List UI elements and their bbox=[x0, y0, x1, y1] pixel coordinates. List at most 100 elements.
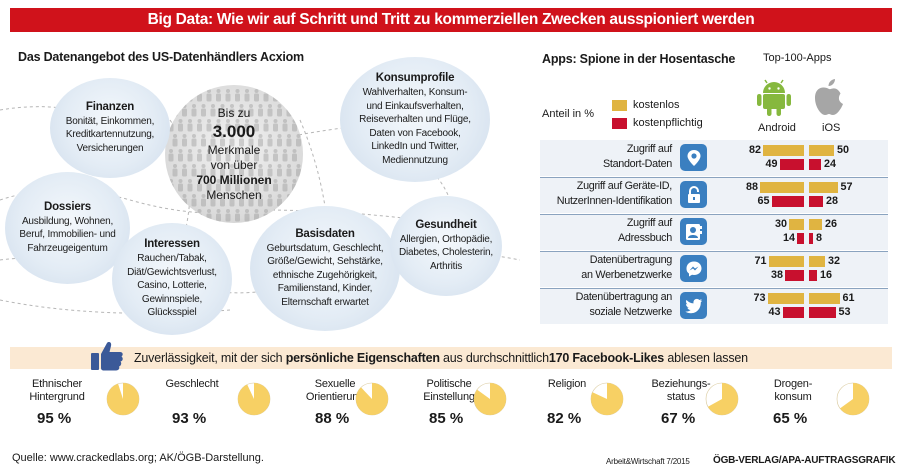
trait-pie bbox=[106, 382, 140, 416]
apple-icon bbox=[815, 79, 843, 115]
row-divider bbox=[540, 251, 888, 252]
value-label-ios-paid: 24 bbox=[824, 158, 837, 170]
person-figure bbox=[229, 104, 235, 117]
person-figure bbox=[296, 104, 301, 117]
value-label-ios-paid: 16 bbox=[820, 269, 833, 281]
row-label-line: NutzerInnen-Identifikation bbox=[556, 194, 673, 207]
trait-value: 88 % bbox=[315, 410, 350, 427]
person-figure bbox=[286, 134, 292, 147]
person-figure bbox=[258, 104, 263, 117]
trait-pie bbox=[237, 382, 271, 416]
person-figure bbox=[216, 119, 221, 132]
person-figure bbox=[210, 134, 216, 147]
person-figure bbox=[296, 134, 301, 147]
trait-label: Beziehungs- status bbox=[651, 378, 711, 403]
person-figure bbox=[187, 89, 193, 102]
person-figure bbox=[206, 209, 212, 222]
person-figure bbox=[220, 164, 225, 177]
row-label-line: Datenübertragung an bbox=[575, 291, 673, 303]
person-figure bbox=[225, 149, 231, 162]
person-figure bbox=[191, 134, 197, 147]
person-figure bbox=[178, 89, 183, 102]
person-figure bbox=[263, 179, 269, 192]
trait-item: Religion bbox=[532, 378, 602, 391]
value-label-ios-free: 26 bbox=[825, 218, 838, 230]
trait-item: Geschlecht bbox=[152, 378, 232, 391]
trait-label: Sexuelle Orientierung bbox=[305, 378, 365, 403]
person-figure bbox=[168, 179, 174, 192]
contact-book-icon bbox=[680, 218, 707, 245]
person-figure bbox=[206, 119, 212, 132]
page-title: Big Data: Wie wir auf Schritt und Tritt … bbox=[10, 8, 892, 32]
trait-item: Ethnischer Hintergrund bbox=[12, 378, 102, 404]
person-figure bbox=[239, 104, 244, 117]
person-figure bbox=[296, 164, 301, 177]
person-figure bbox=[244, 209, 250, 222]
value-label-android-paid: 49 bbox=[765, 158, 778, 170]
likes-caption: Zuverlässigkeit, mit der sich persönlich… bbox=[134, 351, 748, 365]
person-figure bbox=[201, 104, 206, 117]
person-figure bbox=[239, 134, 244, 147]
person-figure bbox=[168, 149, 174, 162]
person-figure bbox=[206, 89, 212, 102]
likes-text-pre: Zuverlässigkeit, mit der sich bbox=[134, 351, 286, 365]
center-bubble: Bis zu 3.000 Merkmale von über 700 Milli… bbox=[165, 85, 303, 223]
value-label-ios-paid: 28 bbox=[826, 195, 839, 207]
bubble-dossiers: Dossiers Ausbildung, Wohnen, Beruf, Immo… bbox=[5, 172, 130, 284]
person-figure bbox=[244, 89, 250, 102]
person-figure bbox=[182, 134, 187, 147]
value-label-android-paid: 14 bbox=[782, 232, 795, 244]
person-figure bbox=[182, 194, 187, 207]
row-label: Datenübertragung an soziale Netzwerke bbox=[500, 290, 673, 319]
person-figure bbox=[220, 134, 225, 147]
person-figure bbox=[206, 179, 212, 192]
person-figure bbox=[172, 104, 178, 117]
row-label-line: Zugriff auf bbox=[626, 143, 672, 155]
bubble-title: Gesundheit bbox=[415, 218, 477, 231]
bubble-basisdaten: Basisdaten Geburtsdatum, Geschlecht, Grö… bbox=[250, 206, 400, 331]
platform-android: Android bbox=[758, 122, 796, 134]
likes-text-mid: aus durchschnittlich bbox=[439, 351, 549, 365]
trait-label: Politische Einstellung bbox=[423, 378, 475, 403]
connection-line bbox=[0, 106, 111, 121]
person-figure bbox=[172, 134, 178, 147]
value-label-android-free: 71 bbox=[754, 255, 767, 267]
person-figure bbox=[187, 179, 193, 192]
trait-value: 85 % bbox=[429, 410, 464, 427]
person-figure bbox=[263, 89, 269, 102]
value-label-ios-free: 57 bbox=[840, 181, 853, 193]
person-figure bbox=[220, 104, 225, 117]
row-label-line: Zugriff auf Geräte-ID, bbox=[576, 180, 673, 192]
trait-item: Politische Einstellung bbox=[409, 378, 489, 404]
center-bold: 700 Millionen bbox=[196, 172, 272, 187]
pie-slice bbox=[106, 383, 139, 415]
person-figure bbox=[187, 209, 193, 222]
person-figure bbox=[273, 149, 278, 162]
person-figure bbox=[286, 164, 292, 177]
legend-label: kostenpflichtig bbox=[633, 117, 703, 129]
trait-value: 95 % bbox=[37, 410, 72, 427]
bar-ios-free bbox=[809, 256, 825, 267]
legend-kostenpflichtig: kostenpflichtig bbox=[612, 117, 703, 129]
bar-android-free bbox=[760, 182, 804, 193]
twitter-bird-icon bbox=[680, 292, 707, 319]
person-figure bbox=[182, 104, 187, 117]
row-label-line: soziale Netzwerke bbox=[589, 305, 672, 318]
bar-android-free bbox=[768, 256, 804, 267]
thumbs-up-icon bbox=[91, 342, 123, 371]
bubble-text: Wahlverhalten, Konsum- und Einkaufsverha… bbox=[359, 87, 471, 166]
person-figure bbox=[201, 164, 206, 177]
bubble-title: Finanzen bbox=[85, 100, 135, 113]
bar-android-free bbox=[789, 219, 804, 230]
person-figure bbox=[239, 194, 244, 207]
person-figure bbox=[267, 164, 273, 177]
likes-band bbox=[10, 347, 892, 369]
legend-swatch-kostenpflichtig bbox=[612, 117, 627, 129]
row-divider bbox=[540, 177, 888, 178]
person-figure bbox=[258, 164, 263, 177]
person-figure bbox=[277, 134, 282, 147]
person-figure bbox=[296, 194, 301, 207]
person-figure bbox=[282, 179, 288, 192]
person-figure bbox=[292, 119, 297, 132]
trait-label: Drogen- konsum bbox=[773, 378, 813, 403]
